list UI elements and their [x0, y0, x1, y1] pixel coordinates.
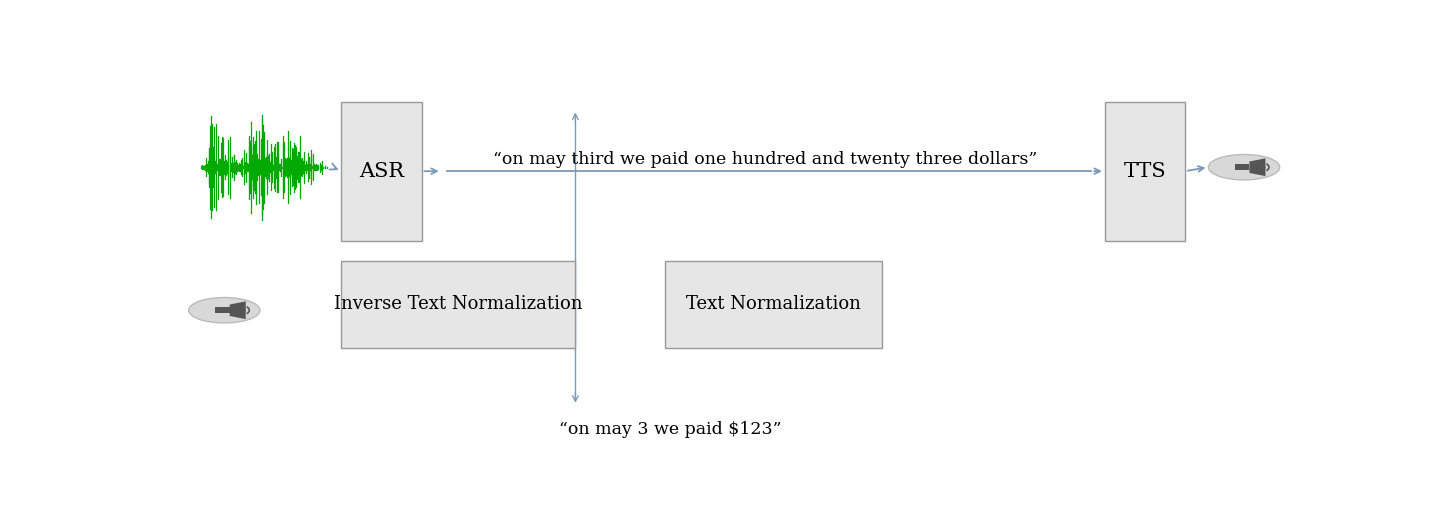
FancyBboxPatch shape	[216, 307, 230, 313]
FancyBboxPatch shape	[1104, 102, 1185, 240]
Text: Inverse Text Normalization: Inverse Text Normalization	[334, 295, 582, 313]
FancyBboxPatch shape	[341, 261, 575, 348]
FancyBboxPatch shape	[341, 102, 421, 240]
Polygon shape	[1250, 158, 1265, 176]
Text: ASR: ASR	[360, 162, 404, 181]
FancyBboxPatch shape	[664, 261, 881, 348]
Circle shape	[1208, 154, 1280, 180]
Polygon shape	[230, 301, 246, 319]
Text: TTS: TTS	[1123, 162, 1166, 181]
Text: Text Normalization: Text Normalization	[686, 295, 860, 313]
Text: “on may third we paid one hundred and twenty three dollars”: “on may third we paid one hundred and tw…	[493, 151, 1037, 168]
FancyBboxPatch shape	[1235, 164, 1250, 170]
Text: “on may 3 we paid $123”: “on may 3 we paid $123”	[559, 421, 781, 438]
Circle shape	[188, 298, 260, 323]
